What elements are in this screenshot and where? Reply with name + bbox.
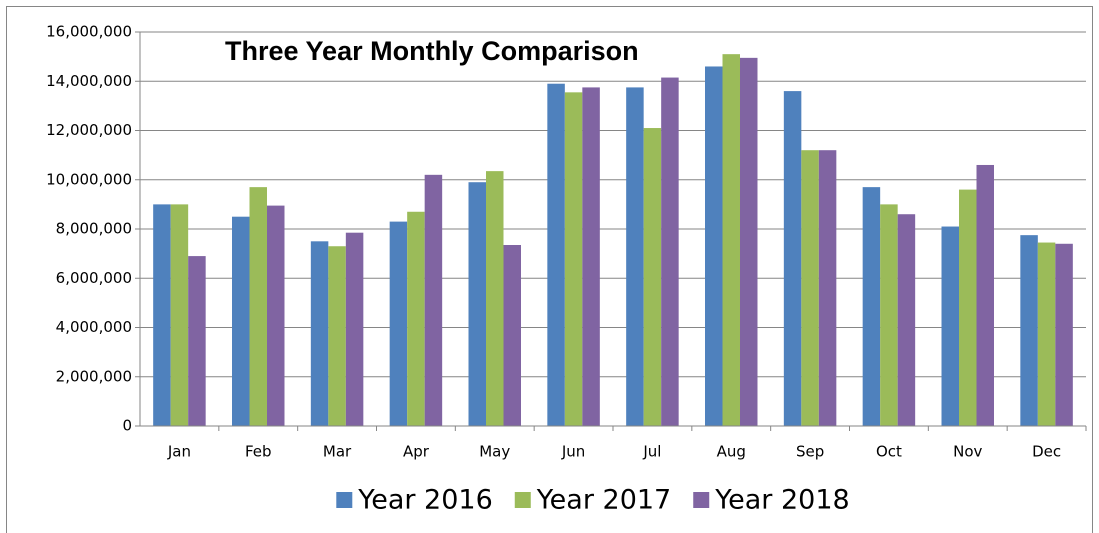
bar xyxy=(170,204,189,426)
bar xyxy=(153,204,171,426)
bar xyxy=(880,204,898,426)
x-tick-label: Nov xyxy=(953,443,982,461)
x-tick-label: Oct xyxy=(876,443,902,461)
legend-label: Year 2016 xyxy=(357,485,492,516)
bar xyxy=(722,54,740,426)
x-tick-label: Dec xyxy=(1032,443,1061,461)
x-tick-label: Feb xyxy=(245,443,272,461)
y-tick-label: 6,000,000 xyxy=(56,269,132,287)
bar xyxy=(564,92,583,427)
bar xyxy=(188,256,206,426)
legend-swatch xyxy=(693,492,710,508)
x-tick-label: Apr xyxy=(403,443,430,461)
bar xyxy=(818,150,837,426)
y-tick-label: 10,000,000 xyxy=(46,170,132,188)
legend-label: Year 2017 xyxy=(536,485,671,516)
y-tick-label: 14,000,000 xyxy=(46,72,132,90)
x-tick-label: Jul xyxy=(642,443,661,461)
bar xyxy=(661,77,679,427)
bar xyxy=(959,189,977,426)
chart-title: Three Year Monthly Comparison xyxy=(225,36,639,66)
bar xyxy=(862,187,881,426)
x-tick-label: Jun xyxy=(561,443,585,461)
legend-swatch xyxy=(514,492,531,508)
legend-label: Year 2018 xyxy=(714,485,849,516)
bar xyxy=(626,87,644,426)
bar xyxy=(941,226,959,426)
bar xyxy=(310,241,329,426)
x-tick-label: Aug xyxy=(717,443,746,461)
bar xyxy=(705,66,723,426)
bar xyxy=(232,216,250,426)
bar xyxy=(249,187,267,426)
y-tick-label: 8,000,000 xyxy=(56,220,132,238)
bar xyxy=(503,245,521,426)
bar xyxy=(486,171,504,426)
bar xyxy=(328,246,346,426)
y-tick-label: 0 xyxy=(122,417,132,435)
bar xyxy=(424,174,443,426)
bar xyxy=(783,91,802,426)
y-tick-label: 16,000,000 xyxy=(46,23,132,41)
bar xyxy=(897,214,916,426)
bar xyxy=(1037,242,1056,426)
bar xyxy=(582,87,600,426)
bar xyxy=(740,57,758,426)
bar xyxy=(1055,243,1073,426)
bar xyxy=(1020,235,1038,426)
y-tick-label: 2,000,000 xyxy=(56,367,132,385)
bar xyxy=(389,221,408,426)
bar xyxy=(267,205,285,426)
legend: Year 2016 Year 2017 Year 2018 xyxy=(336,485,850,516)
bar xyxy=(801,150,819,426)
x-tick-label: Jan xyxy=(167,443,191,461)
x-tick-label: Sep xyxy=(796,443,824,461)
y-tick-label: 12,000,000 xyxy=(46,121,132,139)
x-tick-label: Mar xyxy=(323,443,352,461)
y-tick-label: 4,000,000 xyxy=(56,318,132,336)
bar xyxy=(643,128,662,426)
x-tick-label: May xyxy=(479,443,510,461)
legend-swatch xyxy=(336,492,353,508)
bar xyxy=(468,182,486,426)
bar xyxy=(407,211,425,426)
bar xyxy=(547,83,565,427)
bar xyxy=(345,232,364,426)
bar xyxy=(976,164,994,426)
